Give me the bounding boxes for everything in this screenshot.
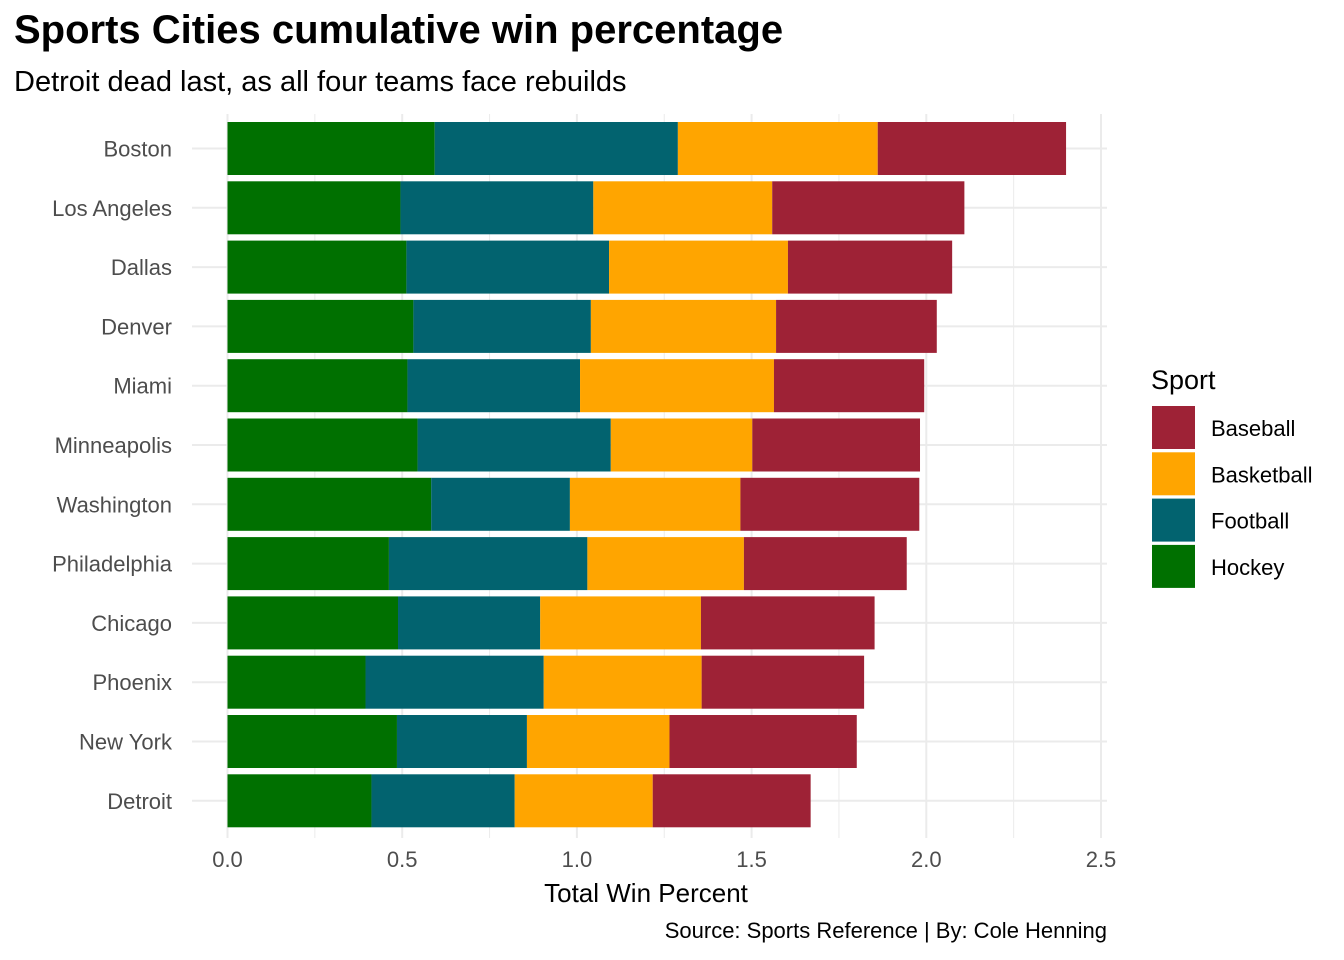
bars xyxy=(227,122,1067,828)
bar-hockey-chicago xyxy=(227,596,399,650)
chart-title: Sports Cities cumulative win percentage xyxy=(14,8,784,52)
x-tick-label: 1.5 xyxy=(736,847,767,872)
bar-baseball-denver xyxy=(776,299,937,353)
bar-football-boston xyxy=(434,122,678,175)
category-label: Boston xyxy=(104,137,173,162)
bar-basketball-phoenix xyxy=(543,655,702,709)
bar-basketball-dallas xyxy=(609,240,788,294)
category-labels: Boston Los Angeles Dallas Denver Miami Minnea… xyxy=(52,137,173,814)
bar-baseball-chicago xyxy=(700,596,875,650)
bar-baseball-los-angeles xyxy=(772,181,965,235)
bar-football-los-angeles xyxy=(400,181,594,235)
bar-basketball-philadelphia xyxy=(587,537,744,591)
bar-hockey-washington xyxy=(227,477,432,531)
legend-key-hockey xyxy=(1152,544,1195,588)
bar-hockey-boston xyxy=(227,122,435,175)
bar-baseball-detroit xyxy=(652,774,811,828)
x-tick-label: 1.0 xyxy=(562,847,593,872)
category-label: Detroit xyxy=(107,789,172,814)
bar-football-chicago xyxy=(398,596,541,650)
legend-key-football xyxy=(1152,498,1195,542)
legend-title: Sport xyxy=(1151,365,1216,395)
bar-baseball-washington xyxy=(740,477,920,531)
bar-hockey-detroit xyxy=(227,774,372,828)
bar-football-miami xyxy=(407,359,581,413)
category-label: Washington xyxy=(57,492,172,517)
chart-caption: Source: Sports Reference | By: Cole Henn… xyxy=(664,918,1107,943)
bar-hockey-new-york xyxy=(227,715,397,768)
category-label: Chicago xyxy=(91,611,172,636)
bar-hockey-miami xyxy=(227,359,408,413)
category-label: Los Angeles xyxy=(52,196,172,221)
bar-baseball-new-york xyxy=(669,715,857,768)
x-tick-label: 0.0 xyxy=(212,847,243,872)
bar-basketball-detroit xyxy=(514,774,653,828)
legend-label-baseball: Baseball xyxy=(1211,416,1295,441)
category-label: Philadelphia xyxy=(52,552,173,577)
bar-baseball-dallas xyxy=(787,240,953,294)
bar-hockey-philadelphia xyxy=(227,537,389,591)
bar-football-dallas xyxy=(406,240,610,294)
category-label: New York xyxy=(79,730,173,755)
bar-basketball-boston xyxy=(677,122,878,175)
bar-basketball-new-york xyxy=(526,715,670,768)
legend: Sport Baseball Basketball Football Hockey xyxy=(1151,365,1313,588)
bar-hockey-phoenix xyxy=(227,655,366,709)
chart-subtitle: Detroit dead last, as all four teams fac… xyxy=(14,66,627,98)
category-label: Miami xyxy=(113,374,172,399)
bar-hockey-denver xyxy=(227,299,414,353)
bar-football-denver xyxy=(413,299,591,353)
category-label: Phoenix xyxy=(92,670,172,695)
category-label: Dallas xyxy=(111,255,172,280)
legend-label-basketball: Basketball xyxy=(1211,462,1313,487)
bar-football-phoenix xyxy=(365,655,544,709)
x-tick-label: 0.5 xyxy=(387,847,418,872)
bar-football-detroit xyxy=(371,774,515,828)
bar-basketball-washington xyxy=(569,477,741,531)
x-tick-label: 2.5 xyxy=(1086,847,1117,872)
bar-baseball-miami xyxy=(773,359,925,413)
legend-key-baseball xyxy=(1152,406,1195,449)
x-tick-labels: 0.0 0.5 1.0 1.5 2.0 2.5 xyxy=(212,847,1116,872)
x-tick-label: 2.0 xyxy=(911,847,942,872)
bar-hockey-minneapolis xyxy=(227,418,418,472)
bar-basketball-denver xyxy=(590,299,777,353)
x-axis-title: Total Win Percent xyxy=(544,878,749,908)
bar-hockey-dallas xyxy=(227,240,407,294)
bar-basketball-minneapolis xyxy=(610,418,753,472)
bar-baseball-boston xyxy=(877,122,1067,175)
legend-key-basketball xyxy=(1152,452,1195,496)
bar-football-washington xyxy=(431,477,570,531)
bar-basketball-chicago xyxy=(540,596,701,650)
bar-hockey-los-angeles xyxy=(227,181,401,235)
category-label: Minneapolis xyxy=(55,433,172,458)
legend-label-football: Football xyxy=(1211,509,1289,534)
bar-football-new-york xyxy=(396,715,527,768)
legend-label-hockey: Hockey xyxy=(1211,555,1284,580)
bar-baseball-minneapolis xyxy=(752,418,921,472)
category-label: Denver xyxy=(101,314,172,339)
bar-football-philadelphia xyxy=(388,537,588,591)
bar-baseball-phoenix xyxy=(701,655,865,709)
bar-football-minneapolis xyxy=(417,418,611,472)
bar-baseball-philadelphia xyxy=(743,537,907,591)
bar-basketball-los-angeles xyxy=(593,181,773,235)
bar-basketball-miami xyxy=(580,359,774,413)
